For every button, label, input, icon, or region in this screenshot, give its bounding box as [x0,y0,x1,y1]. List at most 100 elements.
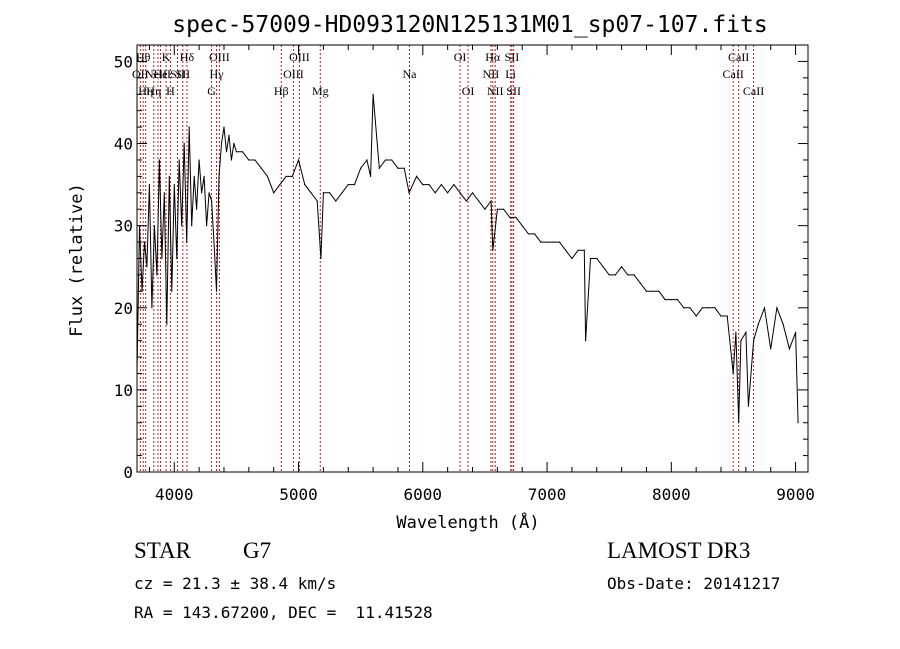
flux-point [198,159,200,161]
flux-point [738,422,740,424]
line-label-SII: SII [170,67,185,81]
chart-title: spec-57009-HD093120N125131M01_sp07-107.f… [172,12,767,38]
flux-point [509,216,511,218]
flux-point [213,241,215,243]
spectral-line-markers [139,45,755,472]
flux-point [732,372,734,375]
flux-point [148,184,150,186]
flux-point [627,274,629,276]
flux-point [279,184,281,186]
flux-point [166,323,168,325]
flux-point [273,192,275,194]
flux-point [146,266,148,268]
flux-point [341,192,343,194]
flux-point [378,167,380,169]
flux-point [285,175,287,177]
line-label-NII: NII [487,84,504,98]
flux-point [384,159,387,161]
flux-point [329,192,331,194]
plot-frame [136,44,809,473]
flux-point [720,315,722,317]
x-tick-label: 5000 [279,485,318,504]
flux-point [196,208,198,210]
flux-point [708,307,710,309]
line-label-Hα: Hα [485,50,501,64]
y-tick-label: 0 [123,463,133,482]
flux-point [171,290,173,292]
flux-point [161,257,163,260]
flux-point [230,159,232,161]
flux-point [689,307,691,309]
flux-point [335,200,337,202]
line-label-SII: SII [506,84,521,98]
spectral-class: STAR [134,538,191,563]
flux-point [215,290,218,292]
line-label-CaII: CaII [723,67,744,81]
line-label-He: He [153,67,167,81]
flux-point [366,159,368,161]
flux-point [676,299,679,301]
flux-series-group [136,93,799,424]
flux-point [163,192,165,194]
flux-point [776,307,778,309]
flux-point [297,159,300,161]
flux-point [621,266,623,268]
line-label-OI: OI [462,84,475,98]
spectral-line-labels: HθOIIHηHηNeIIIHeKHSIISIIHδGHγOIIIHβOIIIO… [132,50,764,98]
flux-point [589,257,592,260]
flux-point [422,184,424,186]
flux-point [753,340,755,342]
flux-point [228,134,230,136]
coordinates: RA = 143.67200, DEC = 11.41528 [134,603,433,622]
flux-point [577,249,579,251]
flux-point [353,184,356,186]
flux-point [726,315,728,317]
flux-point [465,200,467,202]
flux-point [540,241,542,243]
flux-point [683,307,685,309]
flux-point [242,151,244,153]
flux-point [211,200,213,202]
y-tick-label: 20 [114,299,133,318]
flux-point [143,241,146,243]
flux-point [208,192,210,194]
flux-point [266,175,269,177]
flux-point [459,192,461,194]
flux-point [558,241,561,243]
line-label-OII: OII [132,67,149,81]
line-label-Hη: Hη [146,84,161,98]
flux-point [316,200,318,202]
line-label-NeIII: NeIII [145,67,171,81]
line-label-CaII: CaII [743,84,764,98]
flux-point [633,274,635,276]
spectral-subclass: G7 [243,538,272,563]
line-label-CaII: CaII [728,50,749,64]
x-tick-label: 8000 [652,485,691,504]
flux-point [602,266,604,268]
flux-point [527,233,530,235]
flux-point [664,299,666,301]
flux-point [701,307,704,309]
line-label-OIII: OIII [283,67,304,81]
flux-point [478,200,480,202]
flux-point [490,200,492,202]
flux-point [408,192,410,194]
flux-point [745,331,747,333]
flux-point [797,422,799,424]
line-label-Hβ: Hβ [274,84,289,98]
flux-point [260,167,262,169]
flux-point [322,192,324,194]
flux-point [220,142,223,145]
flux-point [428,184,430,186]
flux-point [397,167,399,169]
flux-point [193,175,195,177]
flux-point [645,290,648,292]
y-tick-label: 10 [114,381,133,400]
flux-point [168,175,170,177]
flux-point [503,208,505,210]
flux-point [763,307,766,309]
y-axis-label: Flux (relative) [67,183,87,337]
flux-point [552,241,554,243]
flux-point [515,216,517,218]
